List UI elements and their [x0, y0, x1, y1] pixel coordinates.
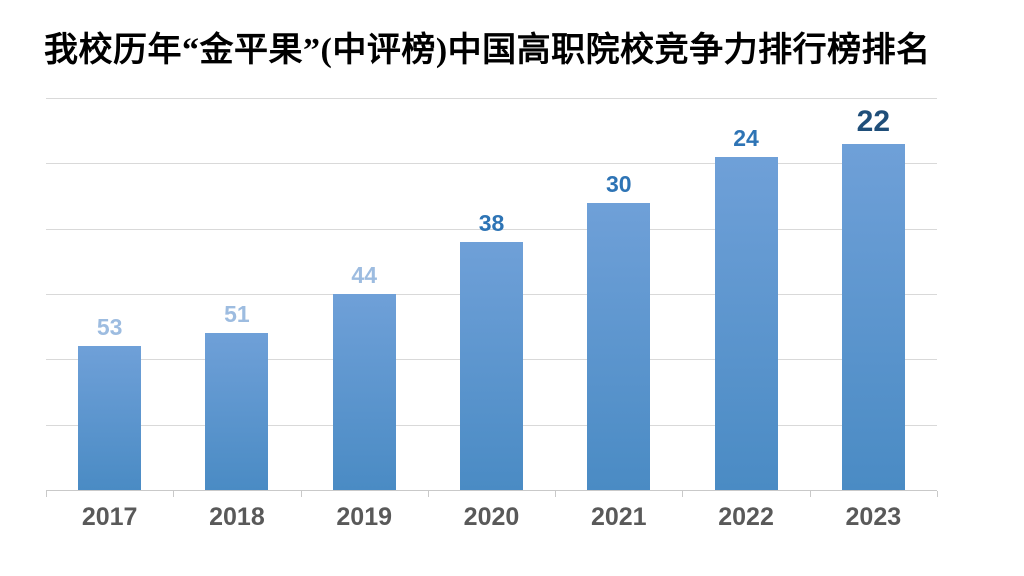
bar-2020 — [459, 242, 523, 490]
x-axis-tick — [682, 491, 683, 497]
bar-column-2018: 51 2018 — [173, 98, 300, 531]
bar-column-2019: 44 2019 — [301, 98, 428, 531]
bar-2017 — [78, 346, 142, 490]
gridline — [46, 229, 937, 230]
data-label-2017: 53 — [96, 314, 123, 340]
data-label-2019: 44 — [351, 262, 377, 288]
bar-2021 — [587, 203, 651, 490]
gridline — [46, 98, 937, 99]
bar-column-2020: 38 2020 — [428, 98, 555, 531]
x-axis-label-2020: 2020 — [463, 503, 520, 531]
bar-2018 — [205, 333, 269, 490]
bar-2022 — [714, 157, 778, 490]
bar-2023 — [841, 144, 905, 490]
x-axis-label-2022: 2022 — [718, 503, 774, 531]
data-label-2022: 24 — [733, 125, 759, 151]
x-axis-line — [46, 490, 937, 491]
x-axis-tick — [555, 491, 556, 497]
x-axis-label-2018: 2018 — [209, 503, 265, 531]
gridline — [46, 163, 937, 164]
x-axis-label-2019: 2019 — [336, 503, 393, 531]
x-axis-label-2023: 2023 — [845, 503, 902, 531]
data-label-2018: 51 — [224, 301, 250, 327]
x-axis-tick — [173, 491, 174, 497]
bar-column-2022: 24 2022 — [682, 98, 809, 531]
x-axis-tick — [810, 491, 811, 497]
bar-column-2021: 30 2021 — [555, 98, 682, 531]
bar-column-2017: 53 2017 — [46, 98, 173, 531]
bar-column-2023: 22 2023 — [810, 98, 937, 531]
plot-area: 53 2017 51 2018 44 2019 38 2020 30 2021 24 2022 22 20… — [46, 98, 938, 531]
chart-title: 我校历年“金平果”(中评榜)中国高职院校竞争力排行榜排名 — [44, 32, 931, 69]
data-label-2021: 30 — [605, 171, 632, 197]
x-axis-tick — [46, 491, 47, 497]
bar-2019 — [332, 294, 396, 490]
data-label-2020: 38 — [478, 210, 505, 236]
x-axis-tick — [428, 491, 429, 497]
x-axis-tick — [301, 491, 302, 497]
x-axis-label-2021: 2021 — [590, 503, 647, 531]
x-axis-label-2017: 2017 — [81, 503, 138, 531]
x-axis-tick — [937, 491, 938, 497]
data-label-2023: 22 — [856, 105, 891, 138]
